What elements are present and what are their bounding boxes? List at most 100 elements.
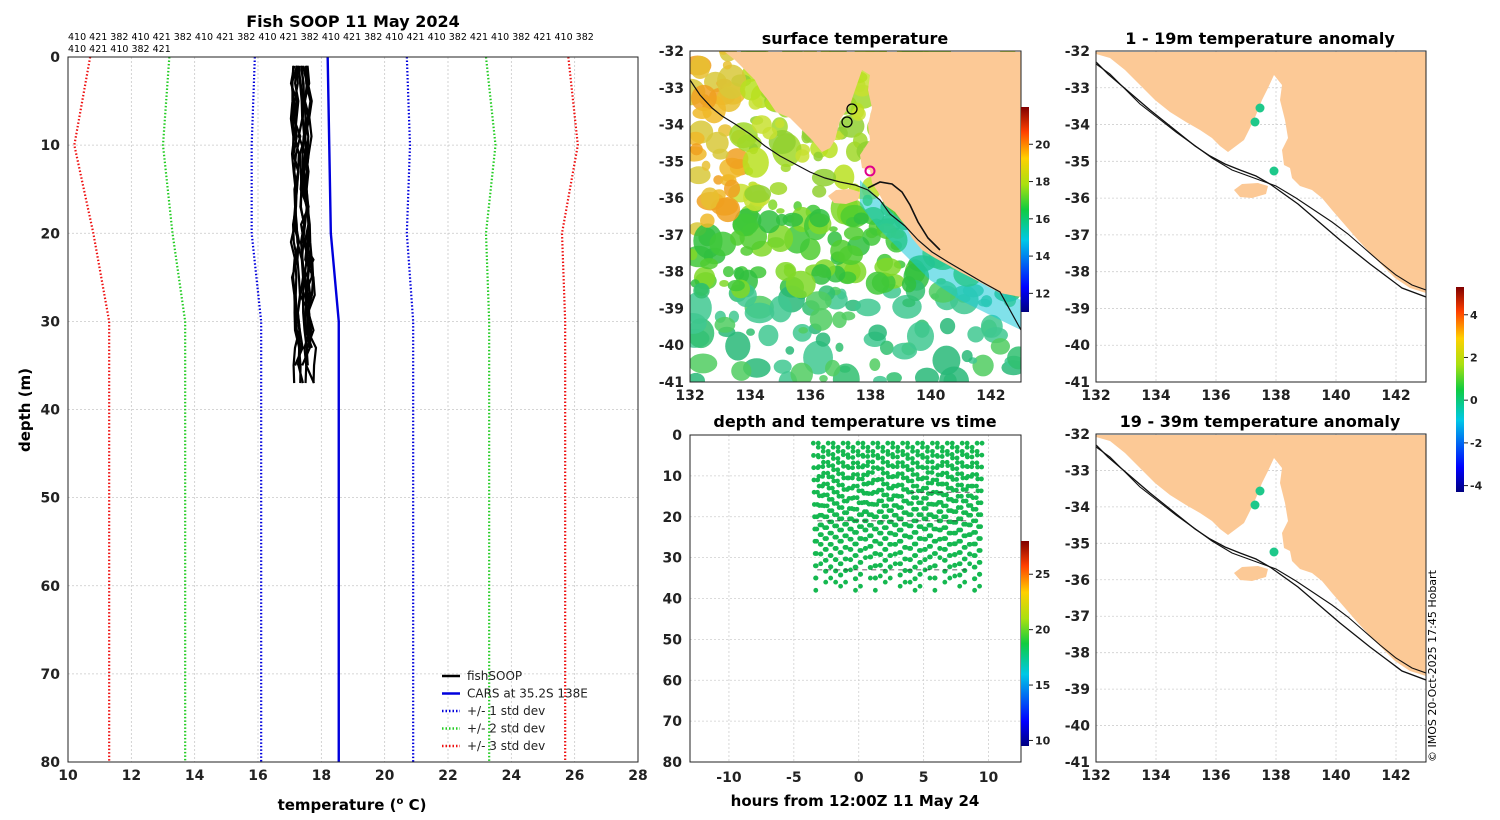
time-marker (853, 541, 859, 547)
credit-text: © IMOS 20-Oct-2025 17:45 Hobart (1426, 569, 1439, 762)
time-marker (978, 500, 984, 506)
time-marker (974, 460, 980, 466)
time-marker (918, 559, 923, 565)
time-marker (876, 477, 881, 482)
sst-patch (839, 365, 851, 373)
time-marker (912, 576, 918, 582)
sst-patch (714, 316, 736, 333)
legend-label: +/- 1 std dev (467, 704, 545, 718)
time-marker (905, 444, 911, 450)
time-marker (893, 541, 899, 547)
time-marker (848, 567, 853, 573)
series-line (484, 57, 497, 762)
time-marker (833, 579, 839, 585)
sst-patch (746, 328, 755, 336)
time-marker (915, 452, 921, 458)
time-marker (830, 456, 836, 461)
time-marker (889, 508, 894, 514)
y-tick-label: 30 (663, 551, 683, 567)
time-marker (865, 444, 871, 450)
time-marker (901, 487, 906, 492)
time-marker (938, 527, 943, 533)
colorbar-tick-label: -4 (1470, 480, 1483, 493)
sst-patch (692, 107, 712, 119)
time-marker (920, 475, 926, 481)
series-line (326, 57, 340, 762)
time-marker (908, 534, 914, 540)
time-marker (968, 503, 974, 508)
coastline (867, 181, 941, 251)
time-marker (895, 454, 900, 460)
time-marker (870, 440, 876, 446)
x-tick-label: 136 (1201, 388, 1230, 404)
time-marker (910, 444, 915, 450)
profile-ticks: 10 12 14 16 18 20 22 24 26 28 0 10 20 30 40 50 60 70 80 (41, 50, 648, 784)
profile-axes-frame (67, 56, 639, 763)
y-tick-label: -39 (1065, 301, 1090, 317)
time-marker (880, 444, 886, 450)
time-marker (813, 575, 819, 581)
colorbar-tick-label: 18 (1035, 176, 1050, 189)
time-marker (934, 440, 940, 446)
time-marker (836, 471, 841, 477)
sst-patch (700, 213, 715, 228)
x-tick-label: 140 (1321, 768, 1350, 784)
fishsoop-profile (299, 65, 313, 349)
time-marker (913, 564, 918, 570)
time-marker (959, 482, 964, 488)
time-marker (900, 463, 906, 469)
time-marker (848, 536, 854, 542)
time-marker (900, 448, 906, 454)
time-marker (836, 493, 842, 499)
sst-patch (914, 367, 940, 382)
time-marker (974, 472, 980, 477)
sst-patch (758, 210, 781, 234)
time-marker (860, 463, 866, 469)
time-marker (856, 476, 862, 482)
sst-patch (809, 208, 830, 228)
sst-patch (776, 208, 785, 214)
sst-patch (690, 55, 711, 80)
series-line (250, 57, 263, 762)
time-marker (924, 495, 929, 501)
time-marker (856, 488, 862, 494)
time-marker (810, 440, 816, 446)
time-marker (823, 557, 829, 563)
y-tick-label: -38 (659, 265, 684, 281)
time-marker (858, 548, 864, 553)
time-marker (914, 483, 920, 489)
time-marker (859, 476, 865, 482)
time-marker (825, 470, 831, 476)
time-marker (814, 538, 820, 544)
sst-cool-shelf (860, 180, 1021, 330)
sst-patch (841, 311, 856, 321)
time-marker (940, 492, 946, 498)
sst-patch (809, 307, 833, 331)
time-marker (841, 475, 847, 481)
time-marker (969, 464, 975, 470)
time-marker (940, 459, 945, 465)
time-marker (854, 495, 860, 501)
time-marker (930, 448, 935, 454)
time-marker (829, 519, 835, 525)
y-tick-label: -36 (1065, 573, 1090, 589)
time-marker (872, 587, 878, 593)
sst-patch (744, 302, 775, 324)
legend-label: CARS at 35.2S 138E (467, 687, 588, 701)
legend-label: fishSOOP (467, 669, 522, 683)
time-marker (933, 551, 938, 556)
sst-patch (690, 353, 718, 374)
y-tick-label: -37 (1065, 228, 1090, 244)
time-marker (949, 452, 955, 457)
time-marker (915, 488, 921, 494)
x-tick-label: 28 (628, 768, 647, 784)
time-marker (899, 505, 905, 510)
colorbar-tick-label: 15 (1035, 679, 1050, 692)
time-marker (895, 471, 901, 477)
time-marker (841, 463, 846, 469)
sst-patch (892, 342, 918, 360)
time-marker (963, 498, 969, 504)
time-marker (814, 526, 820, 532)
time-marker (823, 547, 829, 552)
time-marker (874, 514, 879, 520)
